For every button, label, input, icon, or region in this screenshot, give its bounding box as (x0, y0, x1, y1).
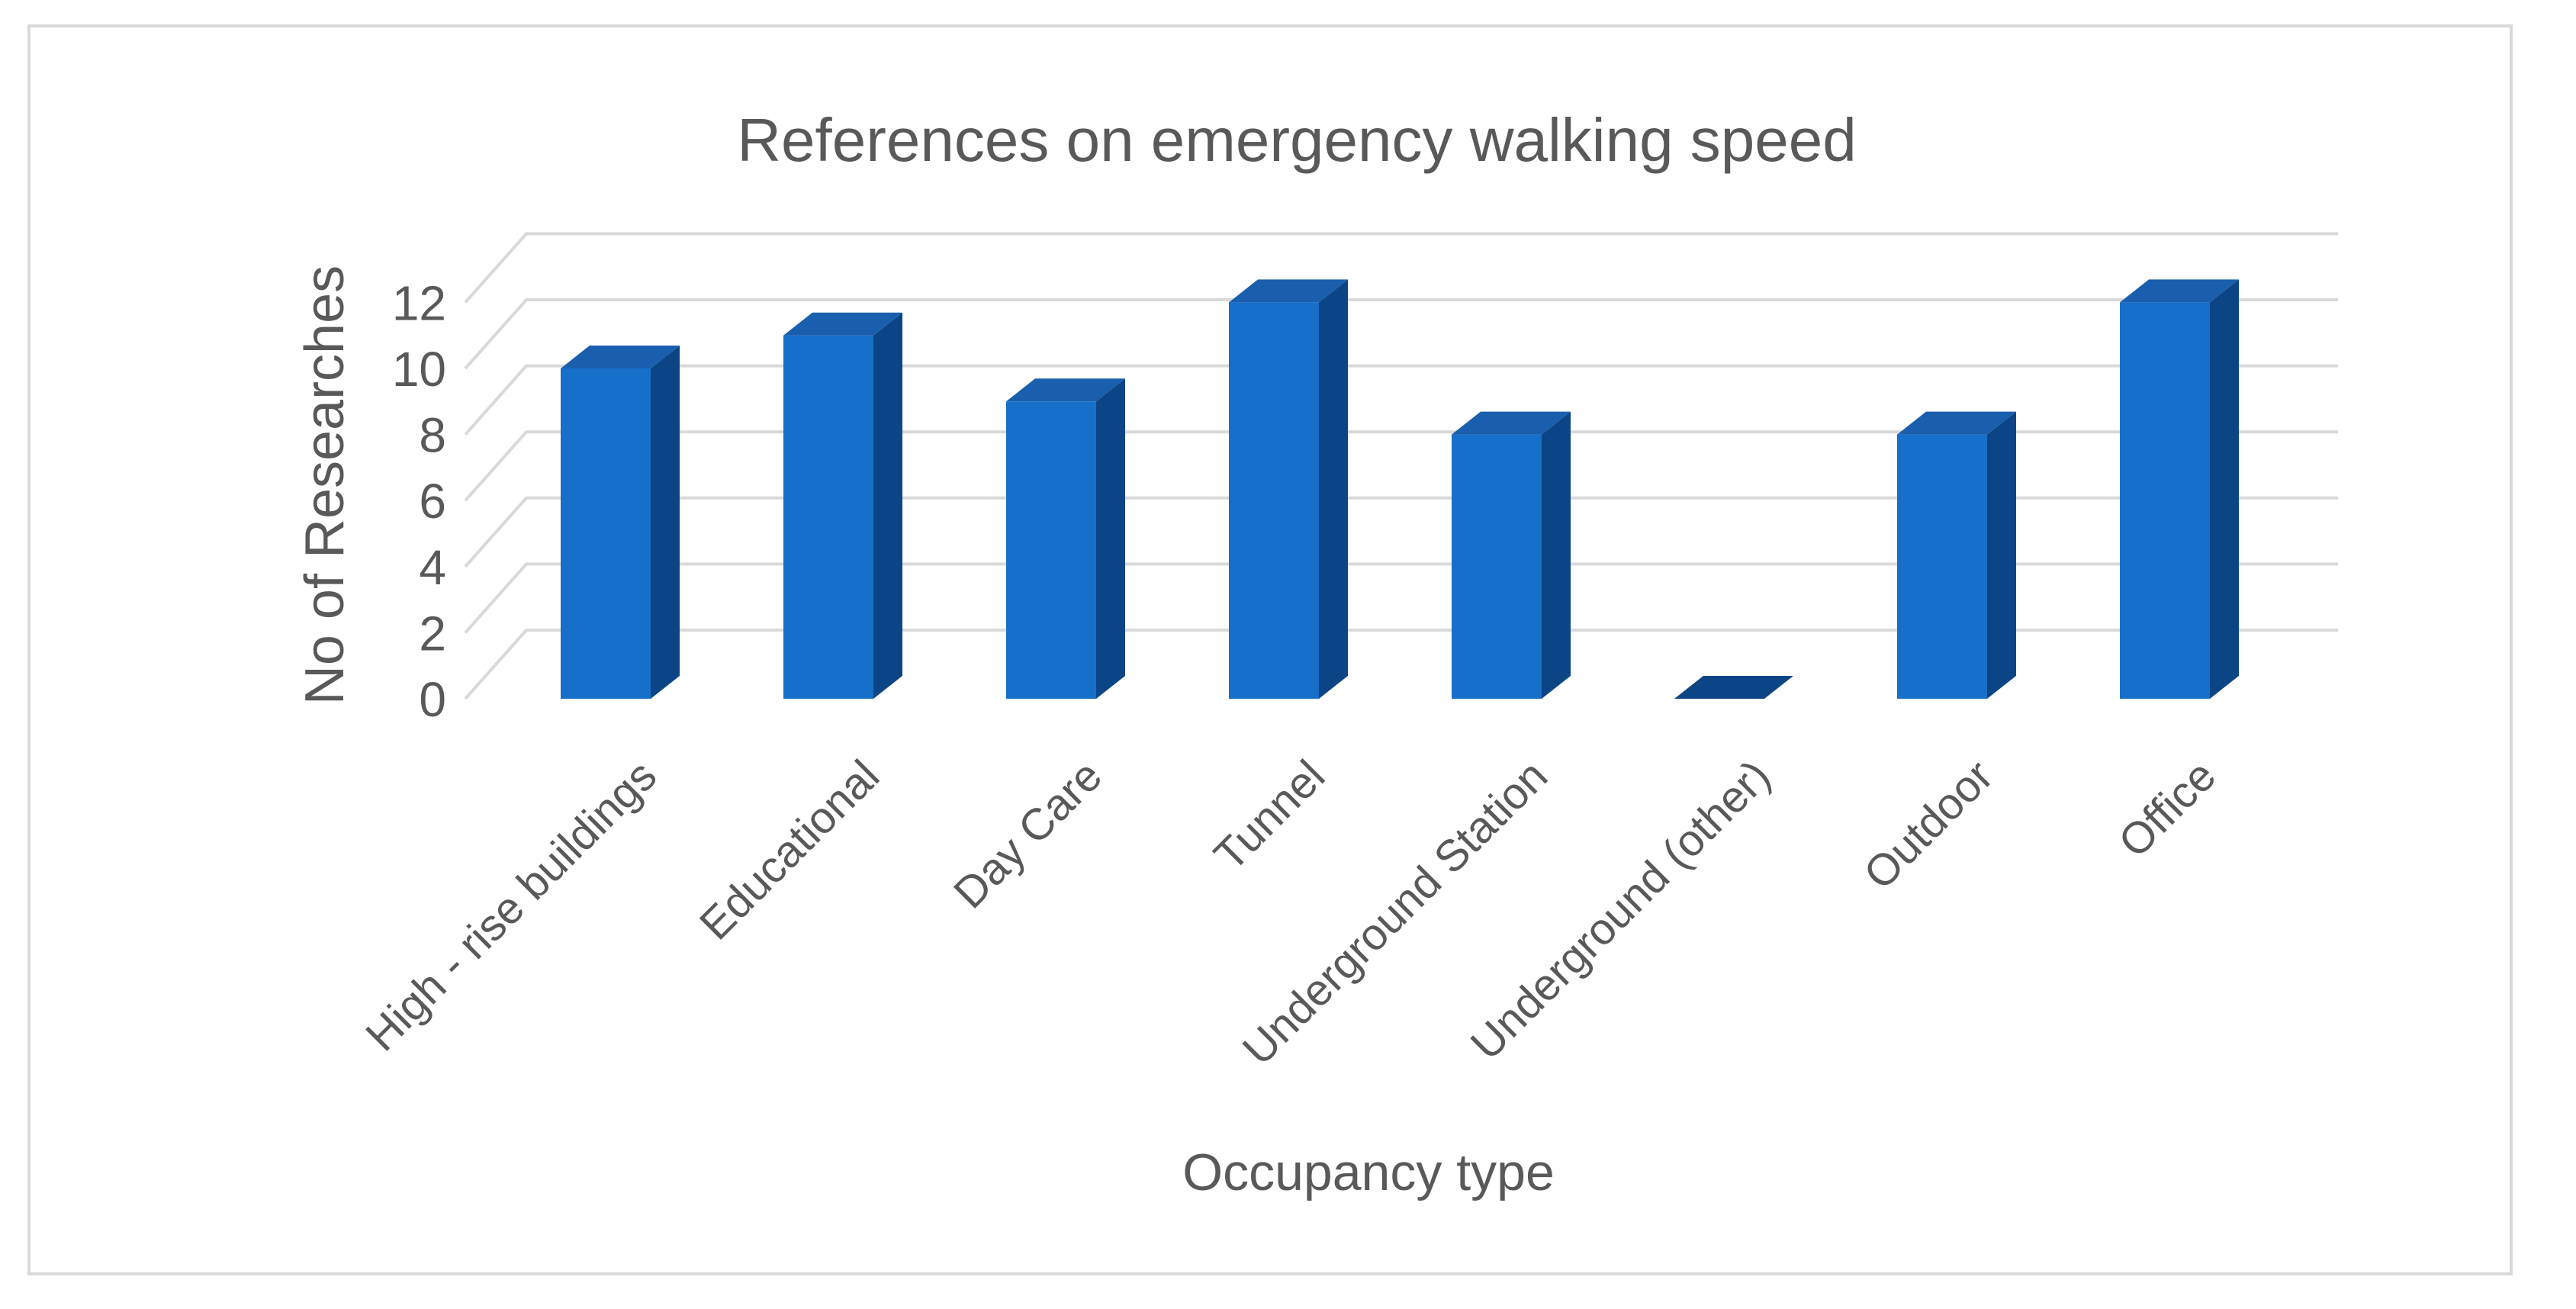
bar (561, 346, 680, 699)
bar-side (873, 312, 902, 699)
gridline (464, 298, 2338, 370)
bar-side (1096, 378, 1125, 699)
y-tick-label: 2 (419, 606, 446, 661)
bar (783, 312, 902, 699)
bar (1897, 411, 2016, 699)
bar-top (783, 312, 902, 336)
bar-front (1452, 434, 1542, 699)
bar-top (1006, 378, 1125, 402)
x-axis-title: Occupancy type (1182, 1143, 1555, 1201)
bar-side (1987, 411, 2016, 699)
bar-top (1452, 411, 1571, 435)
bar (1452, 411, 1571, 699)
bar-front (2120, 302, 2210, 699)
chart-svg: 0 2 4 6 8 10 12 High - rise buildings Education… (294, 106, 2338, 1201)
bar-front (1897, 434, 1987, 699)
y-tick-label: 6 (419, 474, 446, 529)
gridline (464, 562, 2338, 634)
bar (1674, 676, 1793, 699)
bar-side (651, 346, 680, 699)
x-category-label: High - rise buildings (356, 751, 666, 1060)
bar-front (1006, 401, 1096, 699)
chart-frame: 0 2 4 6 8 10 12 High - rise buildings Education… (27, 24, 2513, 1275)
x-category-label: Tunnel (1204, 751, 1334, 880)
y-tick-label: 0 (419, 672, 446, 727)
bars (561, 279, 2239, 699)
x-category-label: Educational (690, 751, 889, 949)
x-category-label: Office (2109, 751, 2225, 867)
bar-top (561, 346, 680, 368)
y-axis-title: No of Researches (294, 265, 355, 705)
bar-side (2210, 279, 2239, 699)
x-category-labels: High - rise buildings Educational Day Care… (356, 751, 2225, 1074)
bar-front (561, 368, 651, 699)
chart-title: References on emergency walking speed (737, 106, 1857, 174)
bar-top (1229, 279, 1348, 303)
bar-side (1319, 279, 1348, 699)
gridline (464, 496, 2338, 568)
y-tick-label: 12 (392, 275, 446, 330)
y-tick-label: 4 (419, 540, 446, 595)
bar-top (1674, 676, 1793, 699)
bar (1229, 279, 1348, 699)
bar-side (1542, 411, 1571, 699)
gridline (464, 232, 2338, 304)
gridlines (464, 232, 2338, 700)
y-tick-label: 8 (419, 408, 446, 463)
gridline (464, 430, 2338, 502)
x-category-label: Day Care (944, 751, 1111, 918)
bar (1006, 378, 1125, 699)
x-category-label: Outdoor (1854, 751, 2002, 899)
y-tick-labels: 0 2 4 6 8 10 12 (392, 275, 446, 727)
gridline (464, 629, 2338, 700)
y-tick-label: 10 (392, 342, 446, 397)
bar (2120, 279, 2239, 699)
bar-front (783, 335, 873, 699)
bar-top (2120, 279, 2239, 303)
gridline (464, 364, 2338, 436)
bar-top (1897, 411, 2016, 435)
bar-front (1229, 302, 1319, 699)
